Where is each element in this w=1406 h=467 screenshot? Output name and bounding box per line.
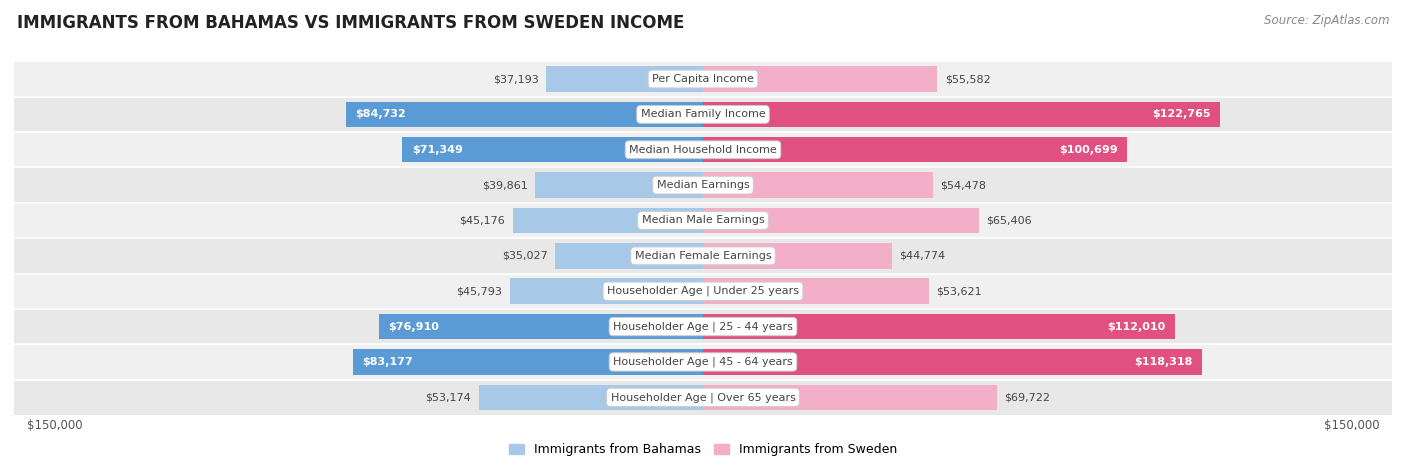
Text: $112,010: $112,010 <box>1108 322 1166 332</box>
Bar <box>14 274 1392 309</box>
Bar <box>703 314 1175 340</box>
Text: $150,000: $150,000 <box>27 419 83 432</box>
Bar <box>14 380 1392 415</box>
Bar <box>353 349 703 375</box>
Text: $53,174: $53,174 <box>426 392 471 402</box>
Text: $37,193: $37,193 <box>494 74 538 84</box>
Bar <box>510 278 703 304</box>
Text: $100,699: $100,699 <box>1059 145 1118 155</box>
Bar <box>703 278 929 304</box>
Bar <box>555 243 703 269</box>
Text: $55,582: $55,582 <box>945 74 991 84</box>
Bar <box>479 385 703 410</box>
Bar <box>703 66 938 92</box>
Text: $54,478: $54,478 <box>941 180 986 190</box>
Bar <box>513 208 703 233</box>
Bar <box>536 172 703 198</box>
Bar <box>380 314 703 340</box>
Text: Householder Age | Under 25 years: Householder Age | Under 25 years <box>607 286 799 297</box>
Text: $150,000: $150,000 <box>1323 419 1379 432</box>
Text: Source: ZipAtlas.com: Source: ZipAtlas.com <box>1264 14 1389 27</box>
Bar <box>703 102 1220 127</box>
Text: $39,861: $39,861 <box>482 180 527 190</box>
Bar <box>14 132 1392 168</box>
Bar <box>547 66 703 92</box>
Bar <box>703 385 997 410</box>
Text: $45,793: $45,793 <box>457 286 502 296</box>
Text: Per Capita Income: Per Capita Income <box>652 74 754 84</box>
Text: Median Household Income: Median Household Income <box>628 145 778 155</box>
Text: IMMIGRANTS FROM BAHAMAS VS IMMIGRANTS FROM SWEDEN INCOME: IMMIGRANTS FROM BAHAMAS VS IMMIGRANTS FR… <box>17 14 685 32</box>
Text: Householder Age | Over 65 years: Householder Age | Over 65 years <box>610 392 796 403</box>
Text: $35,027: $35,027 <box>502 251 548 261</box>
Text: $118,318: $118,318 <box>1133 357 1192 367</box>
Legend: Immigrants from Bahamas, Immigrants from Sweden: Immigrants from Bahamas, Immigrants from… <box>505 439 901 461</box>
Text: Median Male Earnings: Median Male Earnings <box>641 215 765 226</box>
Bar <box>14 61 1392 97</box>
Text: Median Earnings: Median Earnings <box>657 180 749 190</box>
Bar <box>14 344 1392 380</box>
Text: $69,722: $69,722 <box>1004 392 1050 402</box>
Text: $53,621: $53,621 <box>936 286 983 296</box>
Text: Householder Age | 45 - 64 years: Householder Age | 45 - 64 years <box>613 357 793 367</box>
Bar <box>703 172 932 198</box>
Text: $84,732: $84,732 <box>356 109 406 120</box>
Bar <box>14 203 1392 238</box>
Text: Median Family Income: Median Family Income <box>641 109 765 120</box>
Text: $76,910: $76,910 <box>388 322 439 332</box>
Bar <box>14 238 1392 274</box>
Text: $71,349: $71,349 <box>412 145 463 155</box>
Bar <box>14 168 1392 203</box>
Bar <box>14 97 1392 132</box>
Text: $83,177: $83,177 <box>361 357 412 367</box>
Text: Median Female Earnings: Median Female Earnings <box>634 251 772 261</box>
Bar <box>703 137 1128 163</box>
Text: $65,406: $65,406 <box>986 215 1032 226</box>
Text: $45,176: $45,176 <box>460 215 505 226</box>
Text: $122,765: $122,765 <box>1153 109 1211 120</box>
Bar <box>14 309 1392 344</box>
Bar <box>703 349 1202 375</box>
Text: $44,774: $44,774 <box>900 251 945 261</box>
Text: Householder Age | 25 - 44 years: Householder Age | 25 - 44 years <box>613 321 793 332</box>
Bar <box>703 208 979 233</box>
Bar <box>402 137 703 163</box>
Bar <box>703 243 891 269</box>
Bar <box>346 102 703 127</box>
